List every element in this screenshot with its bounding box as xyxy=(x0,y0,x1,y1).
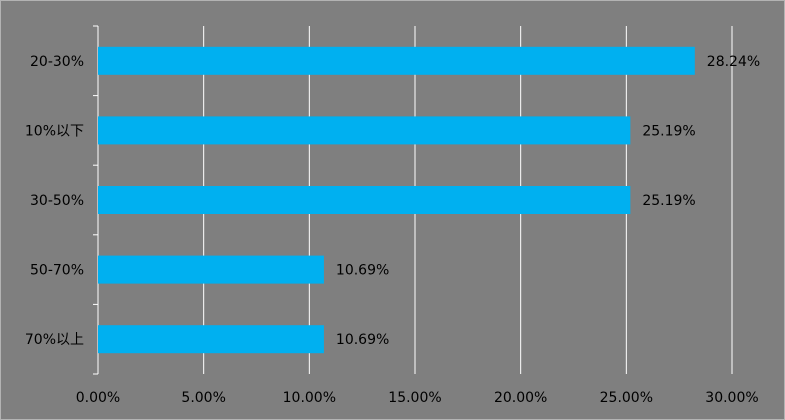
bar xyxy=(98,186,631,214)
bar xyxy=(98,116,631,145)
bar xyxy=(98,255,324,284)
data-label: 10.69% xyxy=(336,332,389,348)
category-label: 30-50% xyxy=(30,193,84,209)
x-tick-label: 0.00% xyxy=(76,390,120,406)
x-tick-label: 5.00% xyxy=(181,390,225,406)
category-label: 20-30% xyxy=(30,54,84,70)
x-tick-label: 30.00% xyxy=(705,390,758,406)
data-label: 28.24% xyxy=(707,54,760,70)
data-label: 25.19% xyxy=(642,193,695,209)
x-tick-label: 15.00% xyxy=(388,390,441,406)
data-label: 10.69% xyxy=(336,263,389,279)
data-label: 25.19% xyxy=(642,123,695,139)
category-label: 10%以下 xyxy=(25,123,84,139)
x-tick-label: 25.00% xyxy=(600,390,653,406)
bar xyxy=(98,46,695,75)
category-label: 50-70% xyxy=(30,263,84,279)
category-label: 70%以上 xyxy=(25,332,84,348)
x-tick-label: 20.00% xyxy=(494,390,547,406)
x-tick-label: 10.00% xyxy=(283,390,336,406)
bar xyxy=(98,325,324,354)
